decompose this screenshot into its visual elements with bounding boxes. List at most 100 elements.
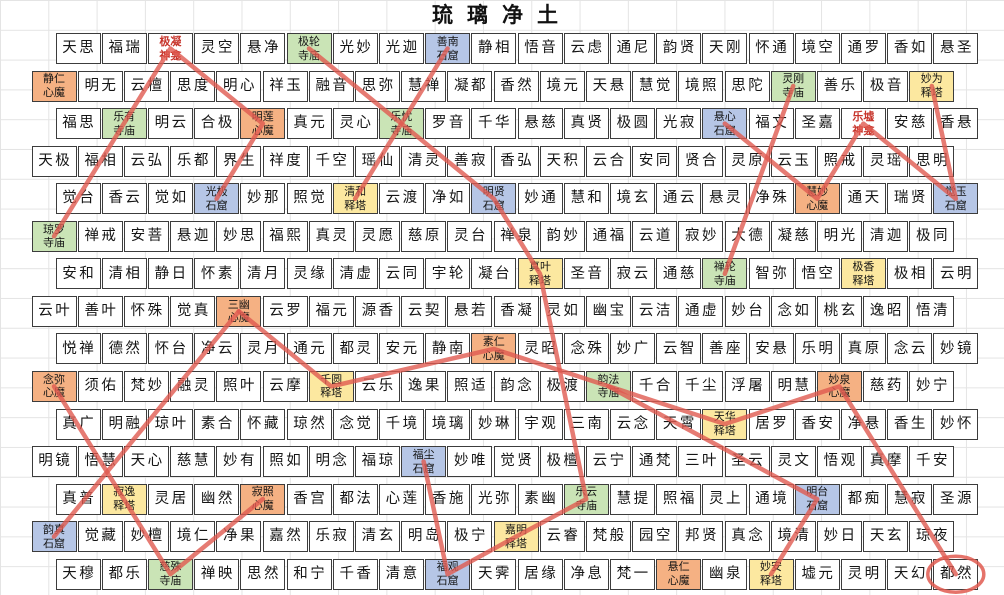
map-cell-node-r7c5[interactable]: 清月 — [240, 258, 285, 289]
map-cell-node-r12c17[interactable]: 灵文 — [771, 446, 816, 477]
map-cell-node-r1c1[interactable]: 天思 — [56, 33, 101, 64]
map-cell-node-r8c1[interactable]: 云叶 — [32, 296, 77, 327]
map-cell-pagoda-r11c15[interactable]: 天华释塔 — [702, 409, 747, 440]
map-cell-pagoda-r5c7[interactable]: 清和释塔 — [333, 183, 378, 214]
map-cell-node-r1c5[interactable]: 悬净 — [240, 33, 285, 64]
map-cell-node-r3c19[interactable]: 安慈 — [887, 108, 932, 139]
map-cell-node-r12c13[interactable]: 云宁 — [586, 446, 631, 477]
map-cell-node-r4c10[interactable]: 善寂 — [447, 146, 492, 177]
map-cell-pagoda-r14c11[interactable]: 嘉明释塔 — [494, 521, 539, 552]
map-cell-node-r15c13[interactable]: 梵一 — [610, 559, 655, 590]
map-cell-node-r6c9[interactable]: 慈原 — [401, 221, 446, 252]
map-cell-node-r15c19[interactable]: 天幻 — [887, 559, 932, 590]
map-cell-node-r9c12[interactable]: 念殊 — [564, 333, 609, 364]
map-cell-node-r8c2[interactable]: 善叶 — [78, 296, 123, 327]
map-cell-node-r13c14[interactable]: 照福 — [656, 484, 701, 515]
map-cell-node-r4c14[interactable]: 安同 — [632, 146, 677, 177]
map-cell-node-r13c18[interactable]: 都痴 — [841, 484, 886, 515]
map-cell-node-r11c18[interactable]: 净悬 — [841, 409, 886, 440]
map-cell-demon-r9c10[interactable]: 素仁心魔 — [471, 333, 516, 364]
map-cell-node-r2c5[interactable]: 明心 — [216, 71, 261, 102]
map-cell-node-r9c3[interactable]: 怀台 — [148, 333, 193, 364]
map-cell-node-r7c1[interactable]: 安和 — [56, 258, 101, 289]
map-cell-node-r8c9[interactable]: 云契 — [401, 296, 446, 327]
map-cell-node-r1c13[interactable]: 通尼 — [610, 33, 655, 64]
map-cell-node-r9c17[interactable]: 乐明 — [795, 333, 840, 364]
map-cell-demon-r13c5[interactable]: 寂照心魔 — [240, 484, 285, 515]
map-cell-node-r11c19[interactable]: 香生 — [887, 409, 932, 440]
map-cell-node-r2c4[interactable]: 思度 — [170, 71, 215, 102]
map-cell-node-r13c11[interactable]: 素幽 — [518, 484, 563, 515]
map-cell-node-r14c8[interactable]: 清玄 — [355, 521, 400, 552]
map-cell-node-r15c8[interactable]: 清意 — [379, 559, 424, 590]
map-cell-node-r7c7[interactable]: 清虚 — [333, 258, 378, 289]
map-cell-node-r14c20[interactable]: 琼夜 — [909, 521, 954, 552]
map-cell-node-r9c15[interactable]: 善座 — [702, 333, 747, 364]
map-cell-node-r6c14[interactable]: 云道 — [632, 221, 677, 252]
map-cell-node-r2c14[interactable]: 慧觉 — [632, 71, 677, 102]
map-cell-node-r7c19[interactable]: 极相 — [887, 258, 932, 289]
map-cell-node-r3c20[interactable]: 香悬 — [933, 108, 978, 139]
map-cell-node-r8c16[interactable]: 妙台 — [725, 296, 770, 327]
map-cell-node-r14c12[interactable]: 云睿 — [540, 521, 585, 552]
map-cell-node-r6c4[interactable]: 悬迦 — [170, 221, 215, 252]
map-cell-node-r13c3[interactable]: 灵居 — [148, 484, 193, 515]
map-cell-node-r14c5[interactable]: 净果 — [216, 521, 261, 552]
map-cell-node-r6c5[interactable]: 妙思 — [216, 221, 261, 252]
map-cell-node-r8c13[interactable]: 幽宝 — [586, 296, 631, 327]
map-cell-node-r2c15[interactable]: 境照 — [678, 71, 723, 102]
map-cell-node-r11c3[interactable]: 琼叶 — [148, 409, 193, 440]
map-cell-node-r4c18[interactable]: 照戒 — [817, 146, 862, 177]
map-cell-node-r13c9[interactable]: 香施 — [425, 484, 470, 515]
map-cell-node-r6c12[interactable]: 韵妙 — [540, 221, 585, 252]
map-cell-node-r7c14[interactable]: 通慈 — [656, 258, 701, 289]
map-cell-node-r4c20[interactable]: 思明 — [909, 146, 954, 177]
map-cell-node-r14c16[interactable]: 真念 — [725, 521, 770, 552]
map-cell-demon-r15c14[interactable]: 悬仁心魔 — [656, 559, 701, 590]
map-cell-node-r15c4[interactable]: 禅映 — [194, 559, 239, 590]
map-cell-pagoda-r15c16[interactable]: 妙安释塔 — [749, 559, 794, 590]
map-cell-node-r12c1[interactable]: 明镜 — [32, 446, 77, 477]
map-cell-node-r9c1[interactable]: 悦禅 — [56, 333, 101, 364]
map-cell-demon-r5c17[interactable]: 慧妙心魔 — [795, 183, 840, 214]
map-cell-node-r10c3[interactable]: 梵妙 — [124, 371, 169, 402]
map-cell-node-r9c6[interactable]: 通元 — [287, 333, 332, 364]
map-cell-node-r15c12[interactable]: 净息 — [564, 559, 609, 590]
map-cell-node-r12c19[interactable]: 真摩 — [863, 446, 908, 477]
map-cell-node-r15c1[interactable]: 天穆 — [56, 559, 101, 590]
map-cell-shrine-r3c18[interactable]: 乐墟神龛 — [841, 108, 886, 139]
map-cell-node-r14c2[interactable]: 觉藏 — [78, 521, 123, 552]
map-cell-node-r6c8[interactable]: 灵愿 — [355, 221, 400, 252]
map-cell-node-r6c18[interactable]: 明光 — [817, 221, 862, 252]
map-cell-pagoda-r7c11[interactable]: 真叶释塔 — [518, 258, 563, 289]
map-cell-node-r4c15[interactable]: 贤合 — [678, 146, 723, 177]
map-cell-node-r5c13[interactable]: 境玄 — [610, 183, 655, 214]
map-cell-demon-r2c1[interactable]: 静仁心魔 — [32, 71, 77, 102]
map-cell-node-r12c18[interactable]: 悟观 — [817, 446, 862, 477]
map-cell-node-r4c16[interactable]: 灵原 — [725, 146, 770, 177]
map-cell-node-r14c15[interactable]: 邦贤 — [678, 521, 723, 552]
map-cell-node-r1c4[interactable]: 灵空 — [194, 33, 239, 64]
map-cell-node-r4c6[interactable]: 祥度 — [263, 146, 308, 177]
map-cell-node-r6c7[interactable]: 真灵 — [309, 221, 354, 252]
map-cell-node-r13c13[interactable]: 慧提 — [610, 484, 655, 515]
map-cell-node-r3c12[interactable]: 真贤 — [564, 108, 609, 139]
map-cell-node-r13c7[interactable]: 都法 — [333, 484, 378, 515]
map-cell-temple-r7c15[interactable]: 禅轮寺庙 — [702, 258, 747, 289]
map-cell-node-r4c19[interactable]: 灵瑶 — [863, 146, 908, 177]
map-cell-node-r5c1[interactable]: 觉台 — [56, 183, 101, 214]
map-cell-node-r15c20[interactable]: 都然 — [933, 559, 978, 590]
map-cell-node-r9c9[interactable]: 静南 — [425, 333, 470, 364]
map-cell-node-r4c17[interactable]: 云玉 — [771, 146, 816, 177]
map-cell-temple-r13c12[interactable]: 乐云寺庙 — [564, 484, 609, 515]
map-cell-node-r4c4[interactable]: 乐都 — [170, 146, 215, 177]
map-cell-node-r4c12[interactable]: 天积 — [540, 146, 585, 177]
map-cell-node-r8c18[interactable]: 桃玄 — [817, 296, 862, 327]
map-cell-node-r12c5[interactable]: 妙有 — [216, 446, 261, 477]
map-cell-node-r15c18[interactable]: 灵明 — [841, 559, 886, 590]
map-cell-grotto-r14c1[interactable]: 韵真石窟 — [32, 521, 77, 552]
map-cell-node-r8c10[interactable]: 悬若 — [447, 296, 492, 327]
map-cell-node-r1c19[interactable]: 香如 — [887, 33, 932, 64]
map-cell-node-r9c4[interactable]: 净云 — [194, 333, 239, 364]
map-cell-node-r8c3[interactable]: 怀殊 — [124, 296, 169, 327]
